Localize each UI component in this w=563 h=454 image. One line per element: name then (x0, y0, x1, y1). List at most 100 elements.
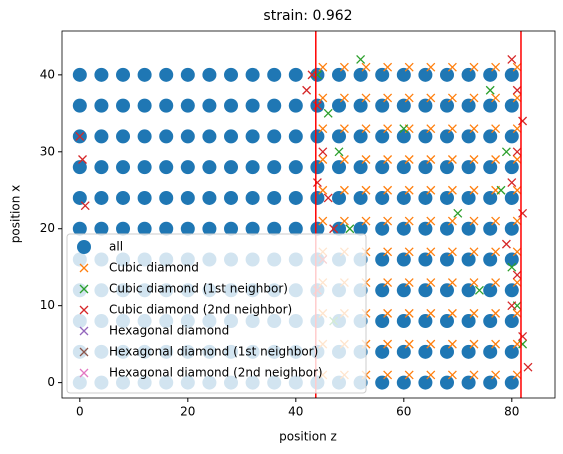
point (404, 62, 414, 72)
point (224, 129, 239, 144)
x-axis-label: position z (279, 430, 337, 444)
point (426, 308, 436, 318)
point (512, 147, 522, 157)
legend-marker (79, 368, 89, 378)
point (94, 67, 109, 82)
point (418, 344, 433, 359)
point (504, 67, 519, 82)
legend-marker (77, 240, 91, 254)
point (399, 124, 409, 134)
point (504, 190, 519, 205)
chart-title: strain: 0.962 (263, 8, 352, 24)
point (483, 129, 498, 144)
point (426, 93, 436, 103)
point (512, 85, 522, 95)
point (332, 190, 347, 205)
point (353, 190, 368, 205)
point (224, 221, 239, 236)
point (523, 362, 533, 372)
point (491, 216, 501, 226)
point (288, 67, 303, 82)
point (383, 124, 393, 134)
point (501, 239, 511, 249)
point (396, 283, 411, 298)
point (180, 67, 195, 82)
point (267, 67, 282, 82)
point (440, 190, 455, 205)
point (461, 344, 476, 359)
point (512, 270, 522, 280)
point (267, 160, 282, 175)
point (469, 216, 479, 226)
point (318, 147, 328, 157)
point (440, 375, 455, 390)
legend-label: Cubic diamond (1st neighbor) (109, 282, 288, 296)
point (469, 93, 479, 103)
point (224, 190, 239, 205)
point (504, 129, 519, 144)
point (361, 185, 371, 195)
point (426, 155, 436, 164)
point (447, 339, 457, 349)
point (318, 216, 328, 226)
point (404, 155, 414, 164)
point (396, 129, 411, 144)
point (353, 98, 368, 113)
point (483, 375, 498, 390)
point (453, 208, 463, 218)
point (318, 185, 328, 195)
point (159, 98, 174, 113)
point (318, 93, 328, 103)
point (180, 160, 195, 175)
point (418, 375, 433, 390)
point (137, 129, 152, 144)
point (518, 331, 528, 341)
point (461, 283, 476, 298)
point (310, 160, 325, 175)
point (512, 62, 522, 72)
point (491, 124, 501, 134)
point (375, 344, 390, 359)
point (440, 314, 455, 329)
point (137, 67, 152, 82)
point (404, 185, 414, 195)
point (418, 129, 433, 144)
point (474, 285, 484, 295)
x-tick-label: 40 (288, 405, 303, 419)
point (307, 70, 317, 80)
point (512, 370, 522, 380)
point (202, 67, 217, 82)
point (440, 160, 455, 175)
point (491, 247, 501, 257)
legend-label: Hexagonal diamond (2nd neighbor) (109, 366, 323, 380)
point (288, 221, 303, 236)
point (116, 190, 131, 205)
point (483, 160, 498, 175)
point (469, 308, 479, 318)
point (404, 247, 414, 257)
point (396, 67, 411, 82)
point (353, 129, 368, 144)
point (461, 375, 476, 390)
point (491, 339, 501, 349)
point (491, 155, 501, 164)
point (345, 224, 355, 234)
point (323, 108, 333, 118)
point (504, 252, 519, 267)
x-tick-label: 20 (180, 405, 195, 419)
point (224, 98, 239, 113)
point (404, 278, 414, 288)
point (288, 129, 303, 144)
point (469, 62, 479, 72)
point (501, 147, 511, 157)
point (418, 160, 433, 175)
point (440, 283, 455, 298)
point (339, 124, 349, 134)
y-tick-label: 10 (40, 298, 55, 312)
point (94, 129, 109, 144)
point (224, 160, 239, 175)
y-axis-label: position x (9, 185, 23, 243)
point (339, 216, 349, 226)
point (334, 147, 344, 157)
